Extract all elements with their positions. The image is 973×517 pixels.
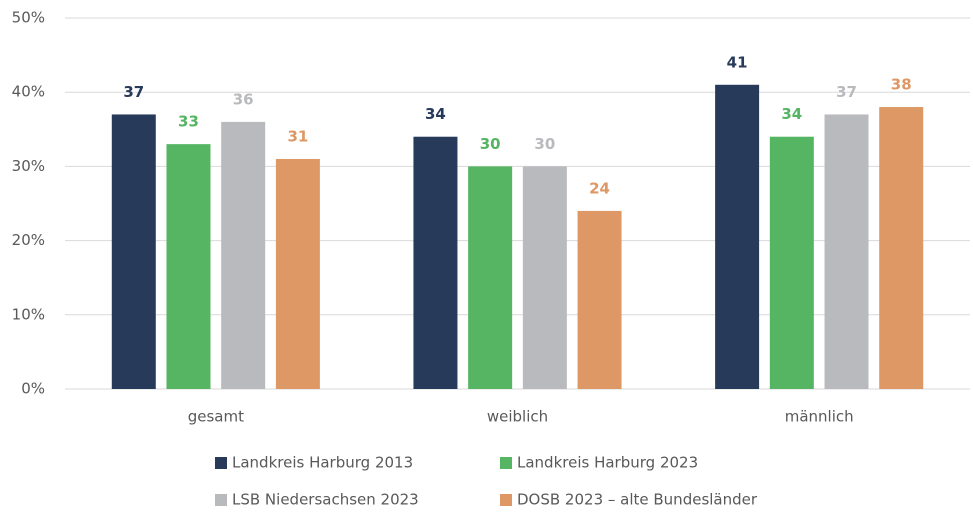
legend-label: DOSB 2023 – alte Bundesländer [517,491,758,509]
bar [769,136,814,389]
data-label: 37 [123,83,144,101]
bar [577,210,622,389]
y-tick-label: 40% [12,83,45,101]
data-label: 30 [480,135,501,153]
bar [275,158,320,389]
data-label: 38 [891,76,912,94]
bar [166,144,211,389]
legend-swatch [500,494,512,506]
y-tick-label: 30% [12,157,45,175]
bar [111,114,156,390]
bar [879,107,924,389]
data-label: 34 [425,105,446,123]
x-tick-label: männlich [785,408,854,426]
legend-label: Landkreis Harburg 2013 [232,454,413,472]
bar [715,84,760,389]
data-label: 41 [727,53,748,71]
legend-swatch [215,457,227,469]
data-label: 37 [836,83,857,101]
legend-swatch [500,457,512,469]
legend-label: Landkreis Harburg 2023 [517,454,698,472]
bar [468,166,513,389]
bar [221,121,266,389]
bar [522,166,567,389]
y-tick-label: 0% [21,380,45,398]
y-tick-label: 50% [12,9,45,27]
x-tick-label: gesamt [188,408,244,426]
data-label: 34 [781,105,802,123]
x-tick-label: weiblich [487,408,548,426]
data-label: 24 [589,179,610,197]
y-tick-label: 20% [12,231,45,249]
bar [413,136,458,389]
data-label: 36 [233,90,254,108]
legend-swatch [215,494,227,506]
data-label: 30 [534,135,555,153]
y-tick-label: 10% [12,305,45,323]
data-label: 31 [287,127,308,145]
data-label: 33 [178,113,199,131]
bar [824,114,869,390]
legend-label: LSB Niedersachsen 2023 [232,491,419,509]
